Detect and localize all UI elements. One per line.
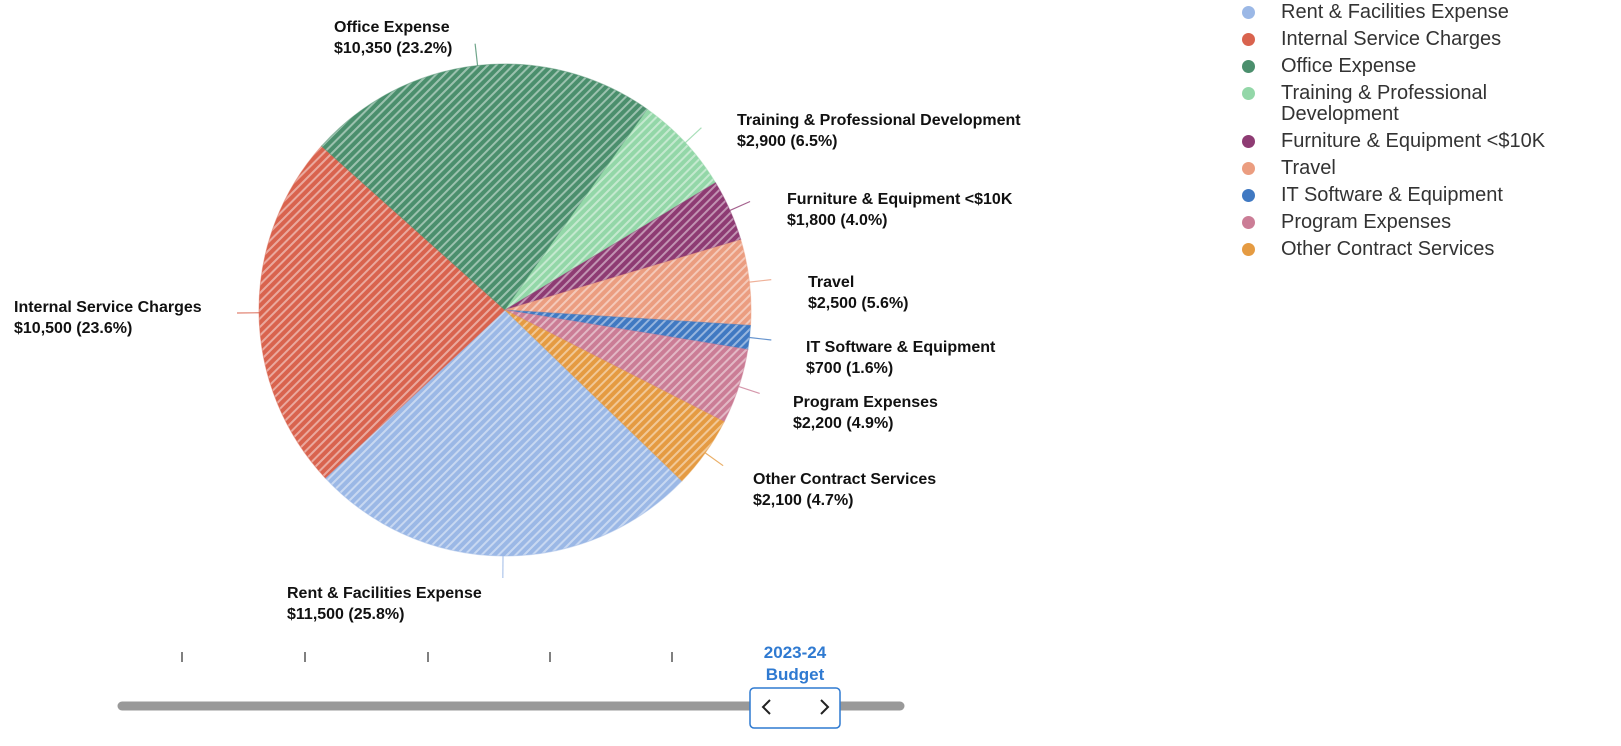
legend-item[interactable]: Program Expenses <box>1238 212 1568 233</box>
slice-value: $700 (1.6%) <box>806 360 893 377</box>
legend-swatch <box>1242 189 1255 202</box>
slice-value: $11,500 (25.8%) <box>287 606 404 623</box>
legend-item[interactable]: Travel <box>1238 158 1568 179</box>
legend-swatch <box>1242 33 1255 46</box>
leader-line <box>474 43 479 66</box>
slice-value: $10,350 (23.2%) <box>334 40 452 57</box>
legend-swatch <box>1242 60 1255 73</box>
slice-label: Internal Service Charges <box>14 299 202 316</box>
legend-swatch <box>1242 216 1255 229</box>
slice-label: Travel <box>808 274 854 291</box>
legend-item[interactable]: Internal Service Charges <box>1238 29 1568 50</box>
prev-button[interactable] <box>761 699 771 715</box>
legend-label: Furniture & Equipment <$10K <box>1281 130 1546 152</box>
legend-label: Training & Professional Development <box>1281 82 1488 125</box>
slice-value: $2,200 (4.9%) <box>793 415 894 432</box>
legend: Rent & Facilities Expense Internal Servic… <box>1238 2 1568 266</box>
next-button[interactable] <box>820 699 830 715</box>
legend-label: Office Expense <box>1281 55 1417 77</box>
leader-line <box>704 452 724 467</box>
legend-label: Travel <box>1281 157 1336 179</box>
legend-item[interactable]: Office Expense <box>1238 56 1568 77</box>
slider-handle[interactable] <box>749 687 841 729</box>
legend-label: Other Contract Services <box>1281 238 1495 260</box>
slice-label: Program Expenses <box>793 394 938 411</box>
leader-line <box>738 386 760 395</box>
legend-swatch <box>1242 6 1255 19</box>
slice-value: $2,500 (5.6%) <box>808 295 909 312</box>
period-label: 2023-24 Budget <box>763 643 827 684</box>
slice-label: Rent & Facilities Expense <box>287 585 482 602</box>
slice-value: $2,100 (4.7%) <box>753 492 854 509</box>
slice-label: Training & Professional Development <box>737 112 1021 129</box>
legend-label: Program Expenses <box>1281 211 1452 233</box>
legend-label: Rent & Facilities Expense <box>1281 1 1509 23</box>
pie-slice <box>324 309 683 557</box>
slice-value: $10,500 (23.6%) <box>14 320 132 337</box>
legend-swatch <box>1242 243 1255 256</box>
legend-item[interactable]: IT Software & Equipment <box>1238 185 1568 206</box>
legend-label: Internal Service Charges <box>1281 28 1502 50</box>
legend-label: IT Software & Equipment <box>1281 184 1503 206</box>
slice-label: Office Expense <box>334 19 450 36</box>
legend-swatch <box>1242 87 1255 100</box>
leader-line <box>684 127 702 144</box>
slice-label: IT Software & Equipment <box>806 339 996 356</box>
leader-line <box>749 279 772 283</box>
slice-value: $2,900 (6.5%) <box>737 133 838 150</box>
slice-label: Furniture & Equipment <$10K <box>787 191 1013 208</box>
legend-item[interactable]: Training & Professional Development <box>1238 83 1568 125</box>
legend-item[interactable]: Rent & Facilities Expense <box>1238 2 1568 23</box>
leader-line <box>729 200 751 211</box>
slice-label: Other Contract Services <box>753 471 936 488</box>
timeline <box>117 652 905 729</box>
legend-swatch <box>1242 162 1255 175</box>
legend-item[interactable]: Furniture & Equipment <$10K <box>1238 131 1568 152</box>
leader-line <box>749 336 772 341</box>
slice-value: $1,800 (4.0%) <box>787 212 888 229</box>
legend-item[interactable]: Other Contract Services <box>1238 239 1568 260</box>
legend-swatch <box>1242 135 1255 148</box>
